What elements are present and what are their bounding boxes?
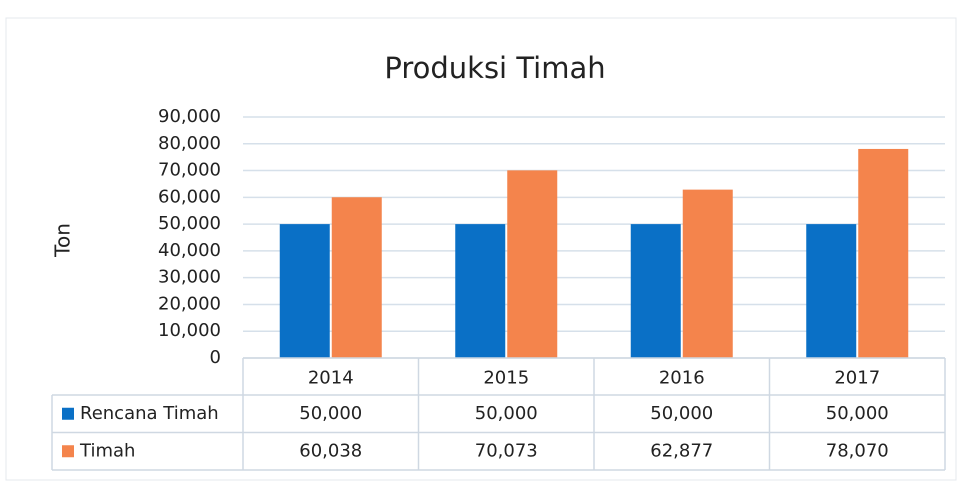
legend-swatch <box>62 445 74 458</box>
y-tick-label: 50,000 <box>158 213 221 234</box>
bar <box>682 189 733 358</box>
legend-label: Rencana Timah <box>80 403 219 424</box>
y-tick-label: 90,000 <box>158 106 221 127</box>
bar <box>279 224 330 358</box>
legend-swatch <box>62 407 74 420</box>
table-value: 50,000 <box>299 403 362 424</box>
table-value: 62,877 <box>650 440 713 461</box>
y-tick-label: 0 <box>210 347 221 368</box>
table-value: 78,070 <box>826 440 889 461</box>
chart-border <box>5 17 957 481</box>
bar <box>858 148 909 358</box>
y-tick-label: 10,000 <box>158 320 221 341</box>
x-tick-label: 2014 <box>308 368 354 389</box>
x-tick-label: 2015 <box>483 368 529 389</box>
bar <box>507 170 558 358</box>
table-value: 50,000 <box>475 403 538 424</box>
table-value: 50,000 <box>650 403 713 424</box>
x-tick-label: 2016 <box>659 368 705 389</box>
y-axis-label: Ton <box>51 223 75 258</box>
x-tick-label: 2017 <box>834 368 880 389</box>
legend-label: Timah <box>79 440 135 461</box>
chart-title: Produksi Timah <box>384 51 605 85</box>
table-value: 70,073 <box>475 440 538 461</box>
y-tick-label: 60,000 <box>158 186 221 207</box>
y-tick-label: 80,000 <box>158 133 221 154</box>
table-value: 50,000 <box>826 403 889 424</box>
bar <box>455 224 506 358</box>
bar <box>630 224 681 358</box>
y-tick-label: 30,000 <box>158 267 221 288</box>
y-tick-label: 20,000 <box>158 293 221 314</box>
table-value: 60,038 <box>299 440 362 461</box>
y-tick-label: 40,000 <box>158 240 221 261</box>
bar <box>331 197 382 358</box>
y-tick-label: 70,000 <box>158 160 221 181</box>
bar <box>806 224 857 358</box>
